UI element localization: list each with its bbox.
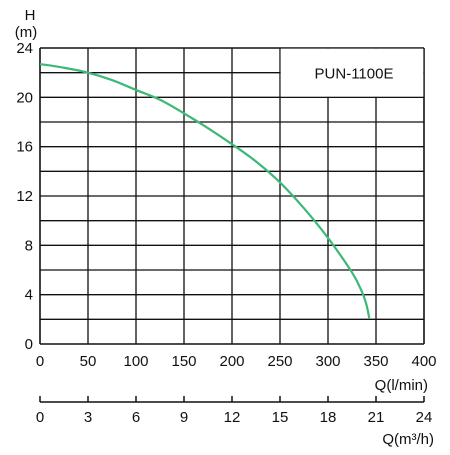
curve-layer: [39, 62, 371, 319]
y-tick-label: 16: [16, 139, 33, 156]
y-axis-unit: (m): [15, 24, 38, 41]
y-axis-title: H: [25, 7, 36, 24]
secondary-tick-label: 21: [368, 409, 385, 426]
secondary-tick-label: 18: [320, 409, 337, 426]
x-axis-title: Q(l/min): [375, 377, 428, 394]
grid: [39, 47, 425, 345]
performance-curve: [39, 62, 371, 319]
x-tick-label: 400: [411, 353, 436, 370]
x-tick-label: 200: [219, 353, 244, 370]
y-tick-label: 24: [16, 40, 33, 57]
secondary-tick-label: 6: [132, 409, 140, 426]
x-tick-label: 150: [171, 353, 196, 370]
secondary-tick-label: 12: [224, 409, 241, 426]
y-tick-label: 20: [16, 89, 33, 106]
secondary-tick-label: 0: [36, 409, 44, 426]
x-tick-label: 300: [315, 353, 340, 370]
axis-titles: H(m) Q(l/min) Q(m³/h): [15, 7, 434, 448]
secondary-tick-label: 9: [180, 409, 188, 426]
x-axis-ticks: 0 50 100 150 200 250 300 350 400: [36, 353, 437, 370]
y-tick-label: 8: [25, 237, 33, 254]
x-tick-label: 350: [363, 353, 388, 370]
x-tick-label: 100: [123, 353, 148, 370]
x-tick-label: 250: [267, 353, 292, 370]
y-tick-label: 0: [25, 336, 33, 353]
secondary-tick-label: 24: [416, 409, 433, 426]
secondary-tick-label: 3: [84, 409, 92, 426]
y-tick-label: 4: [25, 287, 33, 304]
secondary-tick-label: 15: [272, 409, 289, 426]
y-tick-label: 12: [16, 188, 33, 205]
secondary-x-axis: 0 3 6 9 12 15 18 21 24: [36, 396, 433, 426]
model-label-background: [280, 48, 424, 97]
y-axis-ticks: 0 4 8 12 16 20 24: [16, 40, 33, 353]
x-tick-label: 0: [36, 353, 44, 370]
model-label: PUN-1100E: [315, 66, 394, 83]
secondary-x-axis-title: Q(m³/h): [382, 431, 434, 448]
model-label-box: PUN-1100E: [280, 48, 424, 97]
x-tick-label: 50: [80, 353, 97, 370]
